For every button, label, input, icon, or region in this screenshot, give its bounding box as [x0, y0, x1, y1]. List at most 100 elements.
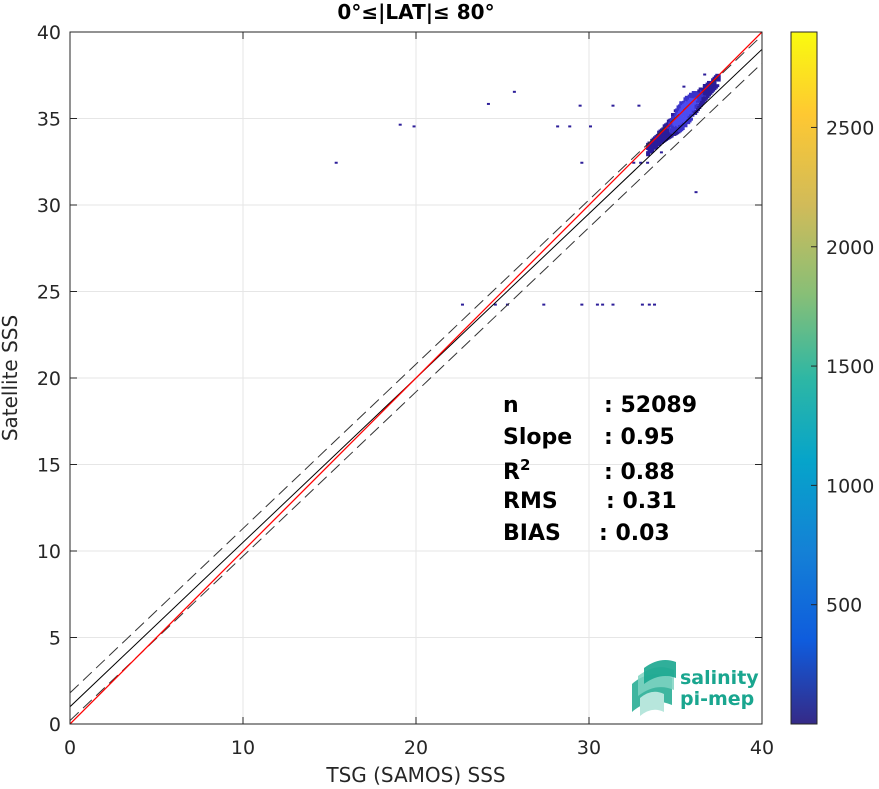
logo-line-1: salinity [680, 667, 759, 689]
data-point [556, 125, 560, 128]
density-cell [716, 78, 721, 82]
data-point [589, 125, 592, 128]
axes: 0 10 20 30 40 0 5 10 15 20 25 30 35 40 [37, 22, 774, 759]
y-tick-label: 30 [37, 195, 61, 217]
density-cell [687, 104, 692, 108]
density-cell [679, 113, 684, 117]
density-cell [705, 95, 710, 99]
density-cell [686, 106, 691, 110]
density-cell [704, 96, 709, 100]
stat-label: RMS [503, 489, 558, 514]
density-cell [646, 153, 651, 157]
density-cell [680, 127, 685, 131]
density-cell [657, 143, 662, 147]
density-cell [691, 109, 696, 113]
data-point [637, 104, 641, 107]
colorbar-tick-label: 2000 [826, 237, 874, 259]
data-point [601, 303, 605, 306]
density-cell [671, 113, 676, 117]
salinity-pimep-logo: salinity pi-mep [632, 660, 759, 716]
colorbar-tick-label: 1000 [826, 475, 874, 497]
data-point [412, 125, 416, 128]
density-cell [683, 118, 688, 122]
data-point [611, 303, 615, 306]
density-cell [686, 108, 691, 112]
density-cell [690, 99, 695, 103]
y-tick-label: 25 [37, 282, 61, 304]
regression-upper-band [70, 35, 762, 694]
data-point [398, 123, 402, 126]
density-cell [702, 98, 707, 102]
density-cell [704, 88, 709, 92]
density-cell [695, 107, 700, 111]
data-point [486, 102, 490, 105]
density-cell [709, 83, 714, 87]
data-point [542, 303, 546, 306]
y-tick-label: 20 [37, 368, 61, 390]
density-cell [715, 84, 720, 88]
density-cell [694, 105, 699, 109]
density-cell [650, 149, 655, 153]
x-tick-label: 0 [64, 737, 76, 759]
data-point [580, 161, 584, 164]
colorbar [790, 31, 818, 725]
y-tick-label: 35 [37, 109, 61, 131]
x-tick-label: 10 [231, 737, 255, 759]
density-cell [684, 99, 689, 103]
density-cell [657, 141, 662, 145]
density-cell [688, 111, 693, 115]
y-tick-label: 10 [37, 541, 61, 563]
density-cell [709, 90, 714, 94]
x-tick-label: 30 [577, 737, 601, 759]
stat-value: : 0.95 [604, 425, 675, 450]
stat-value: : 0.31 [606, 489, 677, 514]
density-cell [654, 145, 659, 149]
density-cell [701, 100, 706, 104]
x-axis-label: TSG (SAMOS) SSS [325, 763, 505, 787]
density-cell [691, 93, 696, 97]
density-cell [701, 87, 706, 91]
density-cell [693, 95, 698, 99]
density-cell [690, 105, 695, 109]
density-cell [690, 101, 695, 105]
data-point [595, 303, 599, 306]
regression-lower-band [70, 62, 762, 721]
density-cell [712, 82, 717, 86]
density-cell [648, 144, 653, 148]
logo-line-2: pi-mep [680, 688, 754, 710]
data-point [639, 161, 643, 164]
y-tick-label: 5 [49, 628, 61, 650]
density-cell [665, 128, 670, 132]
stat-superscript: 2 [520, 456, 530, 474]
fit-lines [70, 32, 762, 724]
density-cell [695, 99, 700, 103]
data-point [653, 303, 657, 306]
data-point [694, 191, 698, 194]
data-point [493, 303, 497, 306]
density-cell [701, 94, 706, 98]
data-point [460, 303, 464, 306]
data-point [682, 85, 686, 88]
density-cell [683, 103, 688, 107]
density-cell [686, 121, 691, 125]
density-cell [712, 80, 717, 84]
data-point [646, 161, 650, 164]
data-point [512, 90, 516, 93]
density-cell [706, 87, 711, 91]
density-cell [708, 85, 713, 89]
data-point [611, 104, 615, 107]
y-tick-label: 0 [49, 714, 61, 736]
density-cell [698, 87, 703, 91]
density-cell [694, 101, 699, 105]
density-cell [683, 124, 688, 128]
density-cell [684, 116, 689, 120]
data-point [703, 73, 707, 76]
one-to-one-line [70, 32, 762, 724]
density-cell [666, 125, 671, 129]
stat-value: : 0.88 [604, 460, 675, 485]
density-cell [702, 86, 707, 90]
data-point [647, 303, 651, 306]
data-point [632, 161, 636, 164]
stat-label: BIAS [503, 521, 561, 546]
